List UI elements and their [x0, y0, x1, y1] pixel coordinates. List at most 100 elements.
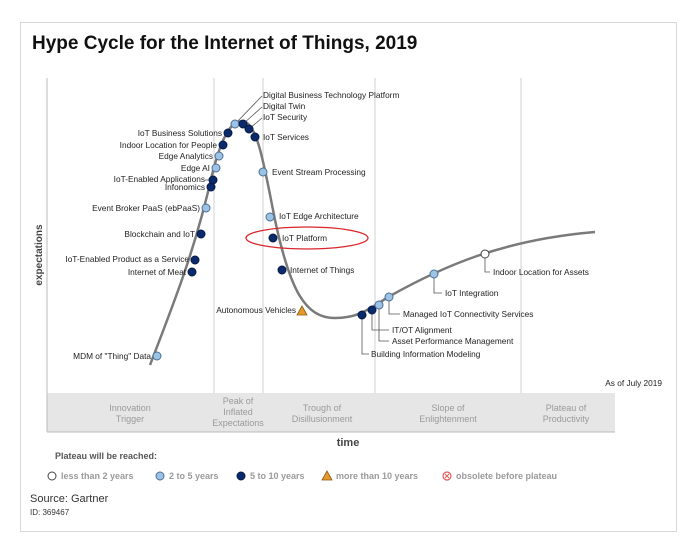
plateau-marker-icon	[201, 203, 211, 213]
plateau-marker-icon	[244, 124, 254, 134]
legend-marker-icon	[236, 471, 246, 481]
phase-band	[47, 393, 615, 432]
technology-label: Event Stream Processing	[272, 167, 366, 177]
leader-line	[361, 315, 369, 355]
as-of-date: As of July 2019	[605, 378, 662, 388]
legend-item: obsolete before plateau	[442, 471, 557, 481]
x-axis-label: time	[337, 437, 360, 449]
technology-point: Blockchain and IoT	[124, 229, 206, 239]
technology-label: Edge Analytics	[159, 151, 213, 161]
technology-point: IoT Edge Architecture	[265, 211, 359, 222]
plateau-marker-icon	[265, 212, 275, 222]
technology-point: MDM of "Thing" Data	[73, 351, 162, 361]
leader-line	[234, 95, 263, 125]
technology-point: IoT Security	[244, 112, 308, 134]
technology-label: Indoor Location for Assets	[493, 267, 589, 277]
legend-title: Plateau will be reached:	[55, 451, 157, 461]
technology-point: Digital Business Technology Platform	[230, 90, 399, 129]
technology-point: IoT Services	[250, 132, 309, 142]
legend-label: 5 to 10 years	[250, 471, 305, 481]
plateau-marker-icon	[214, 151, 224, 161]
plateau-marker-icon	[480, 249, 490, 259]
phase-label: Innovation	[109, 403, 151, 413]
leader-line	[388, 297, 400, 315]
technology-label: MDM of "Thing" Data	[73, 351, 151, 361]
technology-point: Indoor Location for People	[120, 140, 228, 150]
technology-point: IoT Platform	[245, 226, 369, 250]
technology-point: Digital Twin	[238, 101, 306, 129]
plateau-marker-icon	[268, 233, 278, 243]
technology-label: Autonomous Vehicles	[216, 305, 296, 315]
legend-marker-icon	[47, 471, 57, 481]
technology-point: Indoor Location for Assets	[480, 249, 589, 277]
phase-label: Trough of	[303, 403, 342, 413]
legend-marker-icon	[155, 471, 165, 481]
figure-frame	[20, 22, 677, 532]
legend-label: 2 to 5 years	[169, 471, 219, 481]
legend-label: less than 2 years	[61, 471, 134, 481]
obsolete-cross-icon	[444, 473, 450, 479]
chart-title: Hype Cycle for the Internet of Things, 2…	[32, 33, 418, 54]
highlight-ellipse	[245, 226, 369, 250]
leader-line	[433, 274, 442, 294]
legend-marker-icon	[321, 470, 333, 481]
technology-label: Edge AI	[181, 163, 210, 173]
legend-label: obsolete before plateau	[456, 471, 557, 481]
phase-label: Enlightenment	[419, 414, 477, 424]
technology-point: Edge AI	[181, 163, 221, 173]
plateau-marker-icon	[208, 175, 218, 185]
technology-point: IoT Integration	[429, 269, 499, 298]
technology-label: IoT-Enabled Applications	[114, 174, 205, 184]
plateau-marker-icon	[152, 351, 162, 361]
phase-label: Productivity	[543, 414, 590, 424]
technology-point: IT/OT Alignment	[367, 305, 452, 335]
plateau-marker-icon	[384, 292, 394, 302]
plateau-marker-icon	[429, 269, 439, 279]
technology-point: Building Information Modeling	[357, 310, 481, 359]
source: Source: Gartner	[30, 493, 109, 505]
technology-label: Indoor Location for People	[120, 140, 218, 150]
y-axis-label: expectations	[34, 224, 45, 286]
legend-item: more than 10 years	[321, 470, 418, 481]
plateau-marker-icon	[196, 229, 206, 239]
plateau-marker-icon	[367, 305, 377, 315]
plateau-marker-icon	[374, 300, 384, 310]
plateau-marker-icon	[230, 119, 240, 129]
phase-label: Trigger	[116, 414, 144, 424]
technology-point: Event Broker PaaS (ebPaaS)	[92, 203, 211, 213]
plateau-marker-icon	[277, 265, 287, 275]
technology-label: Infonomics	[165, 182, 205, 192]
technology-label: Asset Performance Management	[392, 336, 514, 346]
technology-label: IoT Platform	[282, 233, 327, 243]
phase-label: Disillusionment	[292, 414, 353, 424]
technology-label: IT/OT Alignment	[392, 325, 452, 335]
phase-label: Expectations	[212, 418, 264, 428]
technology-point: Event Stream Processing	[258, 167, 366, 177]
technology-label: Blockchain and IoT	[124, 229, 195, 239]
technology-label: IoT Security	[263, 112, 308, 122]
technology-point: Internet of Things	[277, 265, 354, 275]
technology-label: Managed IoT Connectivity Services	[403, 309, 533, 319]
technology-label: Internet of Things	[290, 265, 354, 275]
plateau-marker-icon	[258, 167, 268, 177]
technology-point: Autonomous Vehicles	[216, 305, 308, 316]
legend-item: less than 2 years	[47, 471, 134, 481]
phase-label: Peak of	[223, 396, 254, 406]
technology-point: Asset Performance Management	[374, 300, 514, 346]
technology-label: Internet of Meat	[128, 267, 187, 277]
technology-point: IoT Business Solutions	[138, 128, 233, 138]
plateau-marker-icon	[250, 132, 260, 142]
document-id: ID: 369467	[30, 508, 70, 517]
plateau-marker-icon	[296, 305, 308, 316]
technology-label: Digital Business Technology Platform	[263, 90, 399, 100]
technology-point: Internet of Meat	[128, 267, 197, 277]
plateau-marker-icon	[223, 128, 233, 138]
technology-point: Edge Analytics	[159, 151, 224, 161]
technology-label: IoT Business Solutions	[138, 128, 222, 138]
plateau-marker-icon	[190, 255, 200, 265]
technology-label: IoT Integration	[445, 288, 499, 298]
plateau-marker-icon	[357, 310, 367, 320]
technology-label: Building Information Modeling	[371, 349, 481, 359]
plateau-marker-icon	[211, 163, 221, 173]
